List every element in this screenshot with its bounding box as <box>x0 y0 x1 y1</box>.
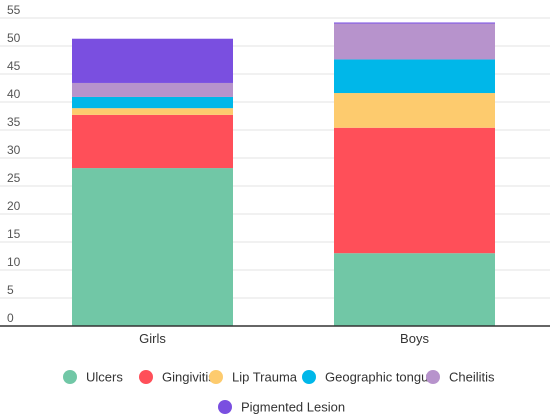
bar-segment <box>72 168 233 326</box>
legend-item: Ulcers <box>63 370 123 385</box>
bar-segment <box>334 22 495 24</box>
y-tick-label: 25 <box>7 171 21 185</box>
bar-segment <box>72 82 233 97</box>
y-tick-label: 55 <box>7 3 21 17</box>
y-tick-label: 40 <box>7 87 21 101</box>
legend-label: Geographic tongue <box>325 370 436 385</box>
legend-item: Cheilitis <box>426 370 495 385</box>
bar-segment <box>72 38 233 83</box>
legend-label: Cheilitis <box>449 370 495 385</box>
x-category-label: Girls <box>139 331 166 346</box>
y-tick-label: 0 <box>7 311 14 325</box>
bar-segment <box>334 253 495 326</box>
y-tick-label: 10 <box>7 255 21 269</box>
legend-swatch <box>302 370 316 384</box>
legend-swatch <box>63 370 77 384</box>
legend-item: Pigmented Lesion <box>218 400 345 415</box>
y-tick-label: 45 <box>7 59 21 73</box>
y-tick-label: 15 <box>7 227 21 241</box>
legend-item: Lip Trauma <box>209 370 298 385</box>
bar-segment <box>72 108 233 115</box>
bar-segment <box>334 23 495 60</box>
legend-label: Lip Trauma <box>232 370 298 385</box>
legend-swatch <box>218 400 232 414</box>
bar-segment <box>72 114 233 169</box>
legend: Ulcers Gingivitis Lip Trauma Geographic ton… <box>63 370 495 415</box>
x-category-label: Boys <box>400 331 429 346</box>
legend-swatch <box>426 370 440 384</box>
y-tick-label: 20 <box>7 199 21 213</box>
bar-segment <box>334 93 495 128</box>
legend-label: Ulcers <box>86 370 123 385</box>
legend-label: Pigmented Lesion <box>241 400 345 415</box>
y-tick-label: 5 <box>7 283 14 297</box>
legend-item: Gingivitis <box>139 370 215 385</box>
legend-swatch <box>209 370 223 384</box>
bar-segment <box>334 59 495 94</box>
y-axis-ticks: 0 5 10 15 20 25 30 35 40 45 50 55 <box>7 3 21 325</box>
legend-swatch <box>139 370 153 384</box>
bars <box>72 22 495 326</box>
x-axis-categories: Girls Boys <box>139 331 429 346</box>
bar-segment <box>72 96 233 109</box>
legend-item: Geographic tongue <box>302 370 436 385</box>
legend-label: Gingivitis <box>162 370 215 385</box>
y-tick-label: 30 <box>7 143 21 157</box>
y-tick-label: 35 <box>7 115 21 129</box>
y-tick-label: 50 <box>7 31 21 45</box>
bar-segment <box>334 127 495 254</box>
